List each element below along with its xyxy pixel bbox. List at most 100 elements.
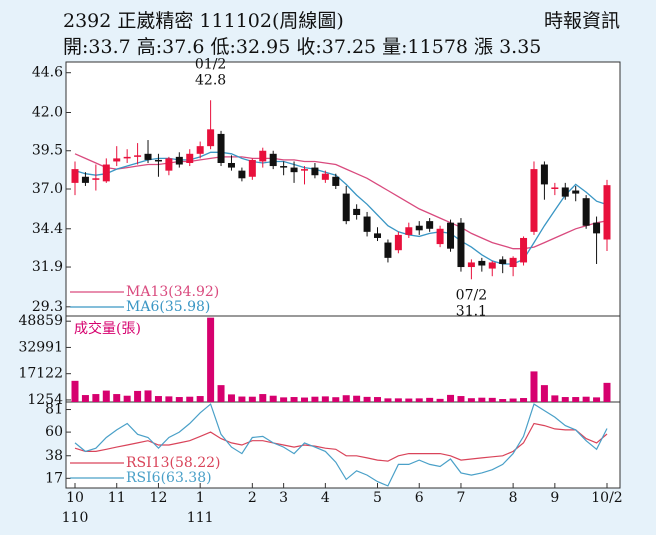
y-tick-label: 81 — [45, 402, 63, 418]
x-group-label: 111 — [187, 510, 214, 526]
candle-body — [311, 167, 319, 176]
candle-body — [102, 164, 110, 182]
y-tick-label: 32991 — [18, 339, 63, 355]
candle-body — [457, 222, 465, 268]
candle-body — [342, 193, 350, 222]
volume-bar — [374, 397, 382, 402]
candle-body — [217, 133, 225, 163]
rsi-line — [74, 403, 608, 487]
y-tick-label: 1254 — [27, 392, 63, 408]
candle-body — [154, 159, 162, 162]
candle-body — [290, 167, 298, 173]
volume-bar — [509, 398, 517, 402]
candle-body — [134, 155, 142, 157]
candle-body — [144, 153, 152, 160]
candle-body — [499, 259, 507, 264]
volume-bar — [426, 397, 434, 402]
annotation-date: 07/2 — [456, 287, 487, 303]
y-tick-label: 38 — [45, 448, 63, 464]
legend-label: MA13(34.92) — [126, 284, 219, 300]
volume-bar — [467, 398, 475, 402]
volume-bar — [478, 397, 486, 402]
volume-bar — [415, 398, 423, 402]
volume-bar — [520, 398, 528, 402]
volume-bar — [102, 390, 110, 402]
x-tick-label: 8 — [509, 490, 518, 506]
y-tick-label: 17122 — [18, 366, 63, 382]
volume-bar — [217, 385, 225, 402]
y-tick-label: 29.3 — [32, 299, 63, 315]
annotation-date: 01/2 — [195, 56, 226, 72]
candle-body — [196, 146, 204, 154]
candle-body — [332, 176, 340, 186]
candle-body — [374, 233, 382, 238]
ma-line — [74, 151, 608, 265]
x-tick-label: 2 — [248, 490, 257, 506]
volume-bar — [238, 396, 246, 402]
volume-bar — [207, 317, 215, 402]
volume-bar — [551, 395, 559, 402]
volume-bar — [572, 397, 580, 402]
x-tick-label: 5 — [373, 490, 382, 506]
candle-body — [415, 225, 423, 231]
volume-bar — [436, 398, 444, 402]
volume-bar — [530, 371, 538, 402]
volume-bar — [154, 396, 162, 402]
source: 時報資訊 — [544, 10, 620, 32]
volume-bar — [321, 396, 329, 402]
annotation-value: 31.1 — [456, 303, 487, 319]
candle-body — [321, 173, 329, 180]
legend-label: RSI6(63.38) — [126, 470, 212, 486]
x-tick-label: 1 — [196, 490, 205, 506]
candle-body — [540, 164, 548, 185]
volume-bar — [290, 397, 298, 402]
candle-body — [478, 260, 486, 266]
candle-body — [447, 222, 455, 249]
candle-body — [520, 237, 528, 263]
volume-bar — [259, 394, 267, 402]
candle-body — [426, 221, 434, 229]
x-tick-label: 10/2 — [591, 490, 622, 506]
volume-bar — [92, 394, 100, 402]
candle-body — [603, 185, 611, 240]
candle-body — [186, 153, 194, 163]
volume-bar — [603, 382, 611, 402]
volume-bar — [582, 396, 590, 402]
x-tick-label: 3 — [279, 490, 288, 506]
volume-bar — [71, 380, 79, 402]
x-group-label: 110 — [62, 510, 89, 526]
x-tick-label: 6 — [415, 490, 424, 506]
annotation-value: 42.8 — [195, 72, 226, 88]
volume-bar — [384, 398, 392, 402]
volume-bar — [269, 395, 277, 402]
candle-body — [71, 169, 79, 183]
legend-label: MA6(35.98) — [126, 299, 210, 315]
candle-body — [582, 198, 590, 226]
volume-bar — [332, 397, 340, 402]
volume-bar — [311, 396, 319, 402]
volume-bar — [300, 397, 308, 402]
candle-body — [92, 178, 100, 180]
volume-bar — [342, 395, 350, 402]
candle-body — [363, 216, 371, 232]
y-tick-label: 42.0 — [32, 104, 63, 120]
candle-body — [259, 150, 267, 162]
candle-body — [227, 162, 235, 168]
volume-bar — [353, 395, 361, 402]
x-tick-label: 11 — [108, 490, 126, 506]
candle-body — [300, 169, 308, 171]
candle-body — [81, 176, 89, 183]
chart-title: 2392 正崴精密 111102(周線圖) — [63, 10, 344, 32]
candle-body — [353, 208, 361, 216]
y-tick-label: 48859 — [18, 313, 63, 329]
volume-bar — [175, 397, 183, 402]
y-tick-label: 17 — [45, 470, 63, 486]
plot-frame — [65, 61, 621, 489]
candle-body — [561, 187, 569, 197]
volume-bar — [123, 395, 131, 402]
volume-bar — [227, 394, 235, 402]
subtitle: 開:33.7 高:37.6 低:32.95 收:37.25 量:11578 漲 … — [63, 36, 541, 58]
x-tick-label: 10 — [66, 490, 84, 506]
candle-body — [248, 159, 256, 177]
x-tick-label: 12 — [150, 490, 168, 506]
